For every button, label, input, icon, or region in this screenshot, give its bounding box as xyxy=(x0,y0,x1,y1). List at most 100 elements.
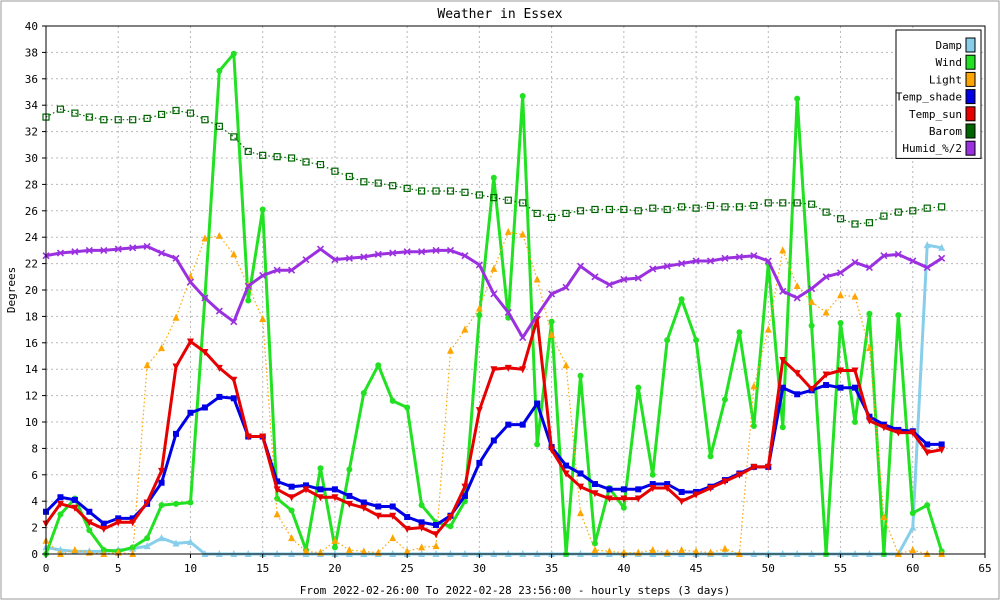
data-point xyxy=(129,116,137,124)
data-point xyxy=(172,539,180,547)
data-point xyxy=(923,204,931,212)
data-point xyxy=(215,364,223,372)
data-point xyxy=(432,187,440,195)
data-point xyxy=(663,485,671,492)
data-point xyxy=(129,515,136,522)
data-point xyxy=(605,495,613,503)
y-tick-label: 28 xyxy=(25,178,38,191)
data-point xyxy=(259,271,267,280)
data-point xyxy=(750,252,758,260)
data-point xyxy=(591,490,599,498)
data-point xyxy=(418,519,425,526)
y-tick-label: 22 xyxy=(25,258,38,271)
x-tick-label: 65 xyxy=(978,562,991,575)
data-point xyxy=(274,495,281,502)
legend-label: Light xyxy=(929,73,962,86)
data-point xyxy=(302,158,310,166)
data-point xyxy=(375,362,382,369)
data-point xyxy=(157,110,166,119)
series-line xyxy=(45,108,942,225)
data-point xyxy=(259,206,266,213)
data-point xyxy=(86,508,93,515)
legend-swatch xyxy=(965,123,976,139)
data-point xyxy=(186,538,194,546)
data-point xyxy=(331,167,339,175)
data-point xyxy=(634,207,642,215)
data-point xyxy=(215,122,223,130)
data-point xyxy=(71,109,79,117)
x-tick-label: 60 xyxy=(906,562,919,575)
data-point xyxy=(620,275,628,284)
x-tick-label: 45 xyxy=(689,562,702,575)
data-point xyxy=(187,409,194,416)
data-point xyxy=(115,515,122,522)
data-point xyxy=(158,534,166,542)
data-point xyxy=(360,547,368,555)
data-point xyxy=(302,486,310,494)
data-point xyxy=(476,312,483,319)
data-point xyxy=(938,441,945,448)
data-point xyxy=(403,525,411,533)
y-tick-label: 40 xyxy=(25,20,38,33)
data-point xyxy=(837,384,844,391)
legend-label: Temp_shade xyxy=(896,91,962,104)
data-point xyxy=(71,248,79,256)
data-point xyxy=(114,116,122,124)
data-point xyxy=(865,417,873,425)
data-point xyxy=(678,498,686,506)
data-point xyxy=(664,337,671,344)
x-tick-label: 35 xyxy=(545,562,558,575)
y-tick-label: 2 xyxy=(31,522,38,535)
data-point xyxy=(346,492,353,499)
data-point xyxy=(880,513,888,521)
data-point xyxy=(201,234,209,242)
data-point xyxy=(750,422,757,429)
data-point xyxy=(865,344,873,352)
data-point xyxy=(793,282,801,290)
data-point xyxy=(534,400,541,407)
data-point xyxy=(577,509,585,517)
data-point xyxy=(446,246,455,254)
data-point xyxy=(707,485,715,492)
data-point xyxy=(461,252,469,260)
data-point xyxy=(779,287,787,295)
data-point xyxy=(490,174,497,181)
data-point xyxy=(562,361,570,369)
data-point xyxy=(779,424,786,431)
data-point xyxy=(822,308,830,316)
data-point xyxy=(230,250,238,258)
data-point xyxy=(649,265,657,273)
data-point xyxy=(230,395,237,402)
data-point xyxy=(534,441,541,448)
x-tick-label: 55 xyxy=(834,562,847,575)
data-point xyxy=(143,361,151,369)
data-point xyxy=(634,274,642,282)
data-point xyxy=(404,514,411,521)
series-temp-sun xyxy=(42,316,946,539)
series-layer xyxy=(42,50,946,557)
data-point xyxy=(56,500,64,508)
data-point xyxy=(403,184,411,192)
data-point xyxy=(620,495,628,503)
data-point xyxy=(201,349,209,357)
legend-label: Barom xyxy=(929,125,962,138)
data-point xyxy=(663,262,671,270)
data-point xyxy=(389,182,397,190)
x-tick-label: 20 xyxy=(328,562,341,575)
data-point xyxy=(446,346,454,354)
data-point xyxy=(259,151,267,159)
data-point xyxy=(693,337,700,344)
data-point xyxy=(562,209,570,218)
x-tick-label: 50 xyxy=(762,562,775,575)
data-point xyxy=(389,503,396,510)
data-point xyxy=(129,244,137,252)
data-point xyxy=(476,459,483,466)
data-point xyxy=(678,203,686,211)
data-point xyxy=(245,297,252,304)
data-point xyxy=(591,273,599,281)
y-tick-label: 20 xyxy=(25,284,38,297)
data-point xyxy=(461,483,469,491)
data-point xyxy=(303,482,310,489)
data-point xyxy=(158,502,165,509)
